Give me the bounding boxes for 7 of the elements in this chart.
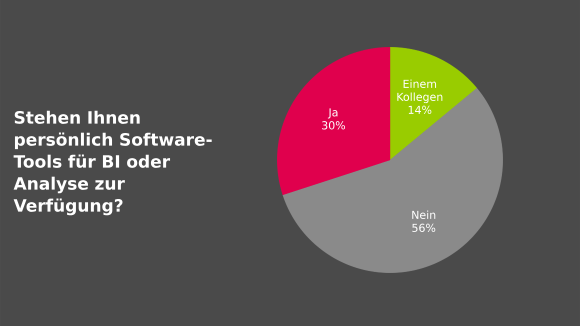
data-label: 30% — [322, 121, 346, 130]
slice-label: Ja — [328, 108, 338, 119]
slice-label: Einem Kollegen — [397, 79, 442, 104]
slice-label: Nein — [412, 210, 436, 219]
text: Stehen Ihnen persönlich Software-Tools für BI oder Analyse zur Verfügung? — [14, 110, 212, 216]
data-label: 56% — [412, 224, 436, 232]
data-label: 14% — [408, 106, 432, 114]
